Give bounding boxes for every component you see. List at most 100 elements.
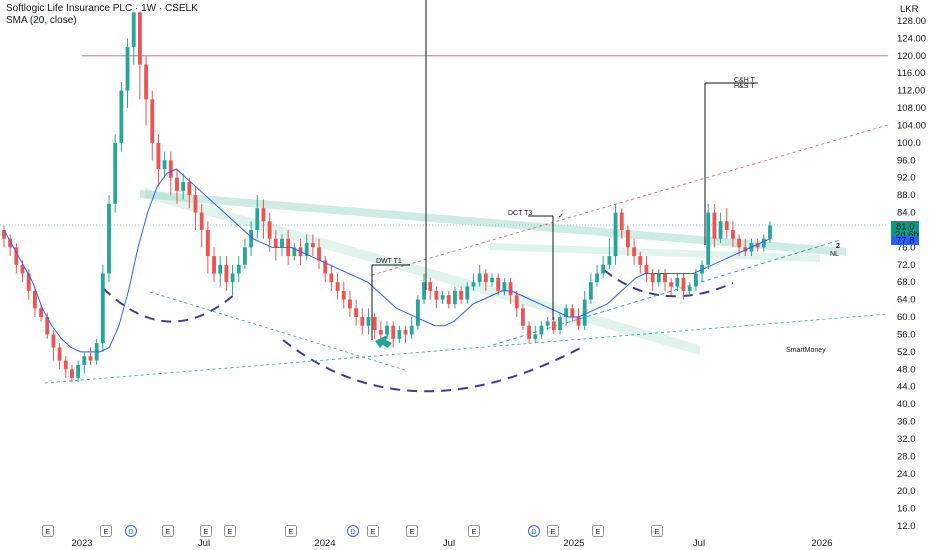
price-tick-label: 40.0	[897, 399, 916, 410]
candle-body	[459, 290, 464, 300]
candle-body	[378, 330, 383, 335]
left-shoulder-arc	[102, 287, 236, 323]
candle-body	[619, 212, 624, 230]
candle-body	[477, 273, 482, 283]
candle-body	[2, 229, 6, 239]
price-tick-label: 104.00	[897, 120, 926, 131]
candle-body	[570, 308, 575, 318]
sma-polyline	[3, 168, 771, 353]
candle-body	[712, 212, 717, 239]
check-mark: ✓	[558, 213, 564, 220]
candle-body	[514, 295, 519, 309]
price-tick-label: 116.00	[897, 68, 925, 79]
candle-body	[496, 277, 501, 291]
price-tick-label: 48.0	[897, 364, 916, 375]
candle-body	[261, 208, 266, 222]
earnings-marker	[162, 525, 174, 537]
time-tick-label: 2023	[71, 538, 92, 549]
candle-body	[329, 273, 334, 283]
candle-body	[520, 308, 525, 326]
candle-body	[428, 282, 433, 291]
candle-body	[45, 317, 50, 335]
candle-body	[718, 221, 723, 239]
candle-body	[434, 290, 439, 300]
dct-label: DCT T3	[508, 210, 532, 217]
candle-body	[236, 264, 241, 274]
candle-body	[483, 273, 488, 283]
candle-body	[422, 282, 426, 300]
candle-body	[545, 321, 550, 326]
candle-body	[632, 247, 637, 257]
price-tick-label: 108.00	[897, 103, 926, 114]
candle-body	[663, 273, 667, 283]
candle-body	[51, 334, 56, 348]
candle-body	[335, 282, 340, 291]
earnings-marker-label: E	[410, 529, 415, 536]
trend-bands	[140, 188, 846, 355]
candle-body	[527, 325, 531, 339]
candle-body	[304, 243, 309, 257]
target-label-1: C&H T	[734, 77, 756, 84]
dividend-marker	[125, 525, 137, 537]
candle-body	[187, 182, 192, 196]
time-axis[interactable]: 2023 Jul 2024 Jul 2025 Jul 2026	[71, 538, 832, 549]
candle-body	[113, 142, 118, 204]
price-tick-label: 124.00	[897, 33, 926, 44]
candle-body	[224, 264, 229, 283]
dwt-label: DWT T1	[376, 258, 402, 265]
candle-body	[280, 238, 284, 248]
sma-line	[3, 168, 771, 353]
candle-body	[564, 308, 569, 318]
candle-body	[588, 282, 593, 300]
candle-body	[490, 277, 494, 283]
candle-body	[755, 243, 760, 248]
candle-body	[26, 273, 31, 291]
time-tick-label: Jul	[198, 538, 210, 549]
candle-body	[706, 212, 711, 265]
earnings-marker-label: E	[104, 529, 109, 536]
earnings-marker-label: E	[371, 529, 376, 536]
candle-body	[403, 330, 408, 335]
currency-label: LKR	[900, 4, 919, 15]
dividend-marker-label: D	[531, 529, 536, 536]
earnings-marker-label: E	[551, 529, 556, 536]
candle-body	[669, 282, 674, 287]
earnings-marker	[100, 525, 112, 537]
trendlines	[0, 55, 889, 384]
candle-body	[502, 282, 507, 291]
candle-body	[39, 308, 43, 318]
earnings-marker	[42, 525, 54, 537]
long-support-line	[44, 313, 889, 384]
candle-body	[391, 325, 396, 339]
candle-body	[131, 12, 136, 48]
indicator-label: SMA (20, close)	[6, 15, 77, 26]
candle-body	[162, 160, 167, 170]
candle-body	[693, 273, 698, 287]
dividend-marker	[347, 525, 359, 537]
candle-body	[230, 273, 235, 283]
candle-body	[156, 142, 161, 170]
earnings-marker	[406, 525, 418, 537]
annotations: DWT T1 DCT T3 ✓ C&H TH&S T NL2 SmartMoney	[371, 0, 840, 354]
price-tick-label: 44.0	[897, 382, 916, 393]
earnings-marker	[285, 525, 297, 537]
sma-badge-value: 77.8	[896, 236, 915, 247]
candle-body	[576, 317, 581, 326]
candle-body	[125, 47, 130, 91]
time-tick-label: Jul	[693, 538, 705, 549]
neckline-label: NL	[830, 251, 839, 258]
candle-body	[267, 221, 272, 239]
candle-body	[650, 273, 655, 283]
candle-body	[57, 347, 62, 361]
earnings-marker	[592, 525, 604, 537]
price-tick-label: 36.0	[897, 417, 916, 428]
candle-body	[675, 277, 680, 287]
candle-body	[539, 325, 544, 335]
candle-body	[273, 238, 278, 248]
price-tick-label: 56.0	[897, 329, 916, 340]
time-tick-label: 2025	[563, 538, 584, 549]
earnings-marker	[547, 525, 559, 537]
